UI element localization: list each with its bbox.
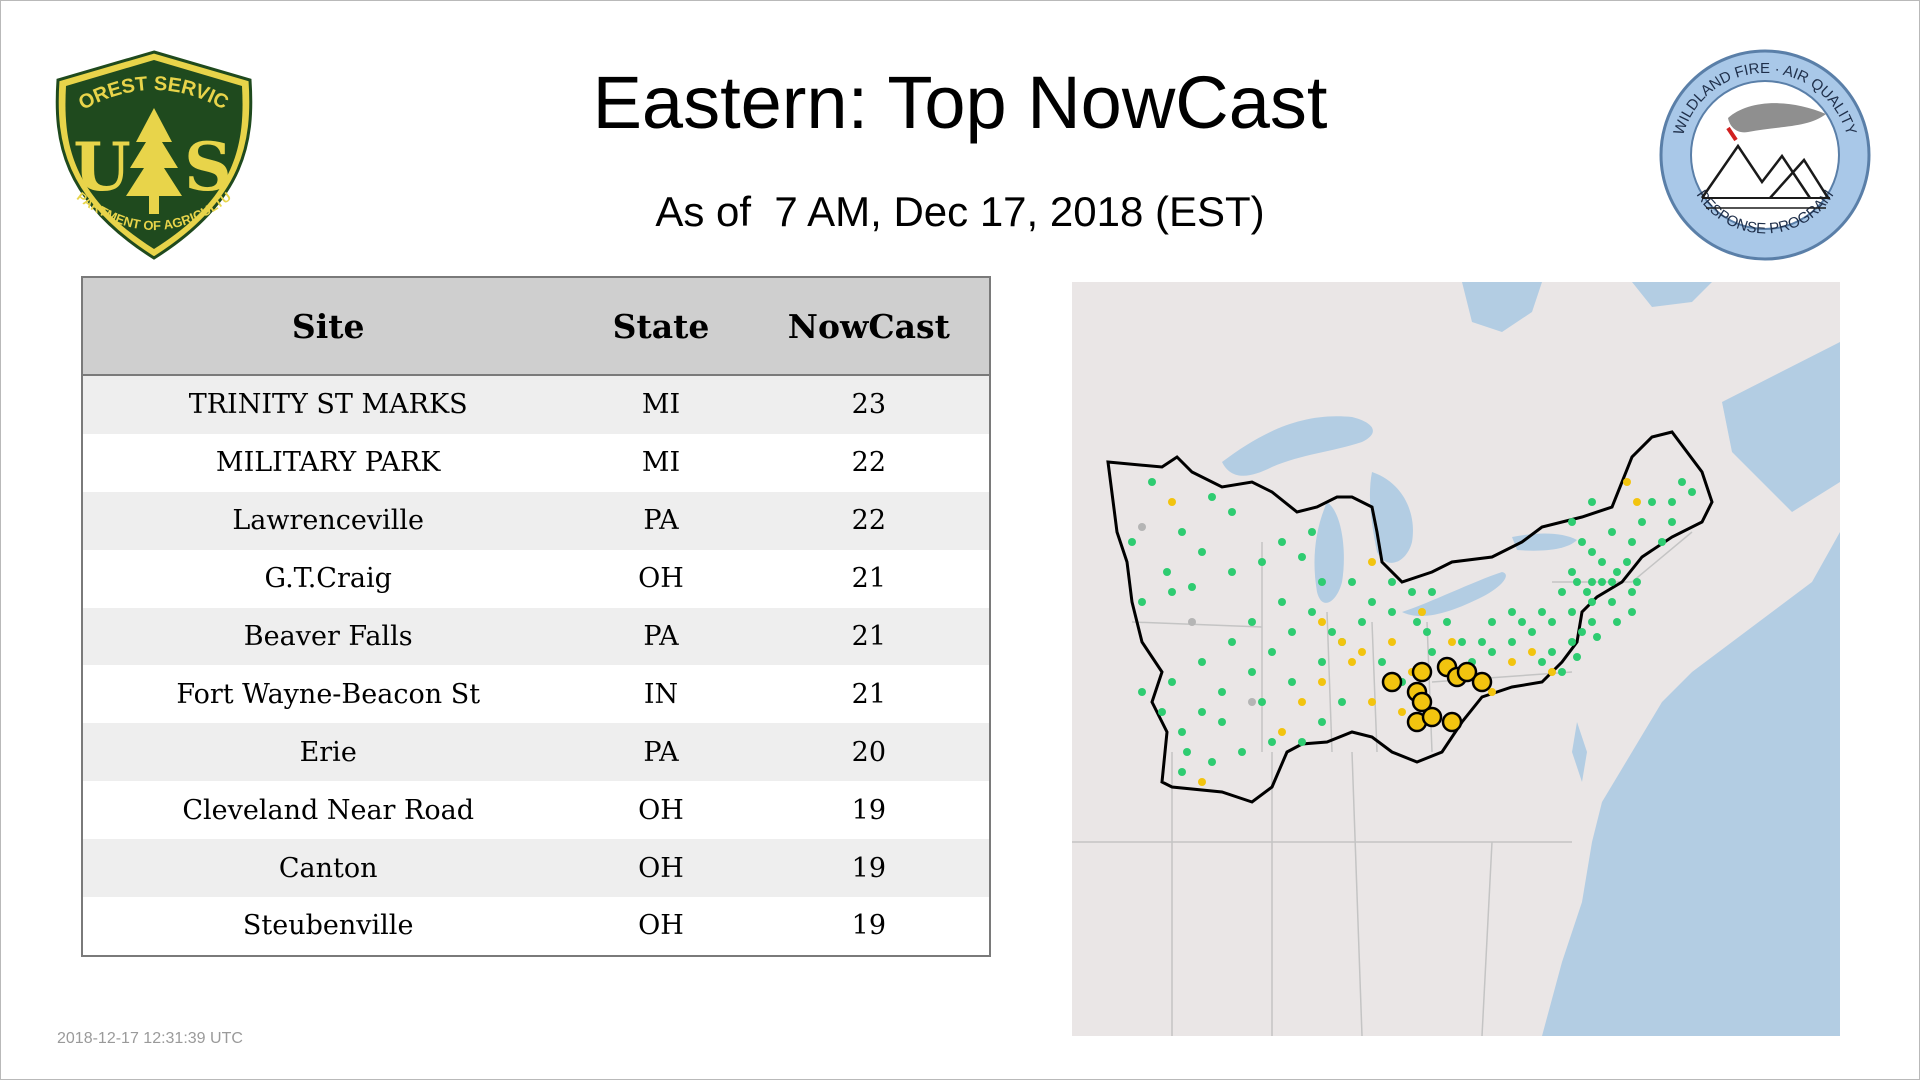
forest-service-logo: FOREST SERVICE DEPARTMENT OF AGRICULTURE… — [50, 50, 253, 260]
cell-nowcast: 21 — [748, 607, 990, 666]
cell-nowcast: 19 — [748, 897, 990, 956]
cell-site: Steubenville — [82, 897, 574, 956]
table-row: Lawrenceville PA 22 — [82, 491, 990, 550]
cell-site: Fort Wayne-Beacon St — [82, 665, 574, 724]
cell-state: PA — [573, 607, 749, 666]
cell-nowcast: 21 — [748, 665, 990, 724]
cell-site: Beaver Falls — [82, 607, 574, 666]
wildland-fire-logo: WILDLAND FIRE · AIR QUALITY RESPONSE PRO… — [1659, 49, 1871, 261]
table-row: Beaver Falls PA 21 — [82, 607, 990, 666]
table-row: Cleveland Near Road OH 19 — [82, 781, 990, 840]
cell-state: PA — [573, 491, 749, 550]
page-subtitle: As of 7 AM, Dec 17, 2018 (EST) — [655, 188, 1265, 235]
cell-site: G.T.Craig — [82, 549, 574, 608]
cell-nowcast: 23 — [748, 375, 990, 434]
header-site: Site — [82, 277, 574, 376]
cell-state: OH — [573, 781, 749, 840]
mountains-smoke-icon — [1700, 103, 1830, 209]
cell-state: MI — [573, 433, 749, 492]
eastern-region-outline — [1106, 430, 1714, 804]
cell-site: Erie — [82, 723, 574, 782]
cell-nowcast: 22 — [748, 491, 990, 550]
svg-text:U: U — [73, 128, 131, 206]
monitor-sites — [1128, 478, 1696, 786]
cell-state: OH — [573, 897, 749, 956]
cell-state: OH — [573, 549, 749, 608]
cell-nowcast: 19 — [748, 839, 990, 898]
cell-nowcast: 21 — [748, 549, 990, 608]
cell-nowcast: 22 — [748, 433, 990, 492]
svg-text:S: S — [184, 128, 232, 206]
nowcast-table: Site State NowCast TRINITY ST MARKS MI 2… — [81, 276, 991, 957]
cell-site: Canton — [82, 839, 574, 898]
page-title: Eastern: Top NowCast — [592, 61, 1328, 144]
map-water — [1222, 282, 1840, 1036]
cell-nowcast: 19 — [748, 781, 990, 840]
cell-state: PA — [573, 723, 749, 782]
header-state: State — [573, 277, 749, 376]
cell-site: MILITARY PARK — [82, 433, 574, 492]
cell-site: Cleveland Near Road — [82, 781, 574, 840]
table-row: Erie PA 20 — [82, 723, 990, 782]
pine-tree-icon — [126, 108, 182, 214]
table-row: MILITARY PARK MI 22 — [82, 433, 990, 492]
header-nowcast: NowCast — [748, 277, 990, 376]
monitor-map — [1072, 282, 1840, 1036]
table-row: Canton OH 19 — [82, 839, 990, 898]
cell-site: Lawrenceville — [82, 491, 574, 550]
table-row: Fort Wayne-Beacon St IN 21 — [82, 665, 990, 724]
generated-timestamp: 2018-12-17 12:31:39 UTC — [57, 1030, 243, 1047]
cell-state: IN — [573, 665, 749, 724]
table-row: Steubenville OH 19 — [82, 897, 990, 956]
cell-site: TRINITY ST MARKS — [82, 375, 574, 434]
table-row: TRINITY ST MARKS MI 23 — [82, 375, 990, 434]
table-row: G.T.Craig OH 21 — [82, 549, 990, 608]
cell-nowcast: 20 — [748, 723, 990, 782]
table-header-row: Site State NowCast — [82, 277, 990, 376]
cell-state: MI — [573, 375, 749, 434]
cell-state: OH — [573, 839, 749, 898]
